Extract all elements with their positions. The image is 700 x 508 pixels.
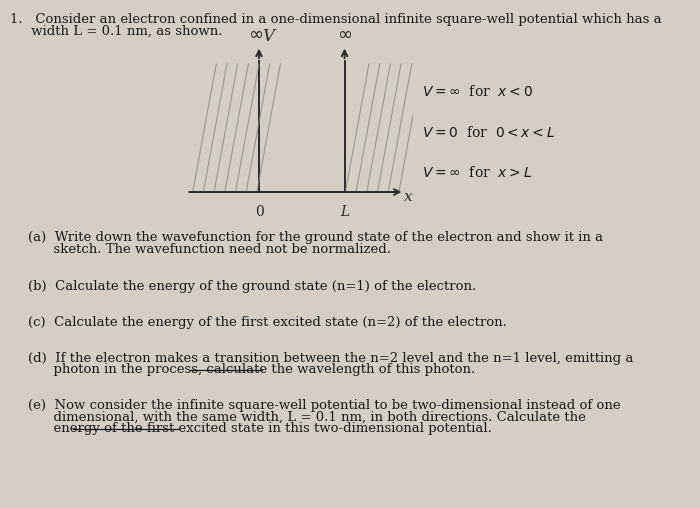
Text: width L = 0.1 nm, as shown.: width L = 0.1 nm, as shown. [10, 24, 223, 38]
Text: L: L [340, 205, 349, 219]
Text: energy of the first excited state in this two-dimensional potential.: energy of the first excited state in thi… [28, 422, 492, 435]
Text: $V = 0$  for  $0 < x < L$: $V = 0$ for $0 < x < L$ [422, 124, 555, 140]
Text: (d)  If the electron makes a transition between the n=2 level and the n=1 level,: (d) If the electron makes a transition b… [28, 352, 634, 365]
Text: 1.   Consider an electron confined in a one-dimensional infinite square-well pot: 1. Consider an electron confined in a on… [10, 13, 662, 26]
Text: sketch. The wavefunction need not be normalized.: sketch. The wavefunction need not be nor… [28, 243, 391, 256]
Text: (b)  Calculate the energy of the ground state (n=1) of the electron.: (b) Calculate the energy of the ground s… [28, 280, 476, 294]
Text: V: V [262, 27, 274, 45]
Text: dimensional, with the same width, L = 0.1 nm, in both directions. Calculate the: dimensional, with the same width, L = 0.… [28, 410, 586, 424]
Text: $V = \infty$  for  $x > L$: $V = \infty$ for $x > L$ [422, 165, 532, 180]
Text: (c)  Calculate the energy of the first excited state (n=2) of the electron.: (c) Calculate the energy of the first ex… [28, 316, 507, 329]
Text: (a)  Write down the wavefunction for the ground state of the electron and show i: (a) Write down the wavefunction for the … [28, 231, 603, 244]
Text: (e)  Now consider the infinite square-well potential to be two-dimensional inste: (e) Now consider the infinite square-wel… [28, 399, 621, 412]
Text: 0: 0 [255, 205, 263, 219]
Text: x: x [405, 190, 413, 204]
Text: $V = \infty$  for  $x < 0$: $V = \infty$ for $x < 0$ [422, 84, 533, 100]
Text: $\infty$: $\infty$ [248, 25, 263, 43]
Text: photon in the process, calculate the wavelength of this photon.: photon in the process, calculate the wav… [28, 363, 475, 376]
Text: $\infty$: $\infty$ [337, 25, 352, 43]
